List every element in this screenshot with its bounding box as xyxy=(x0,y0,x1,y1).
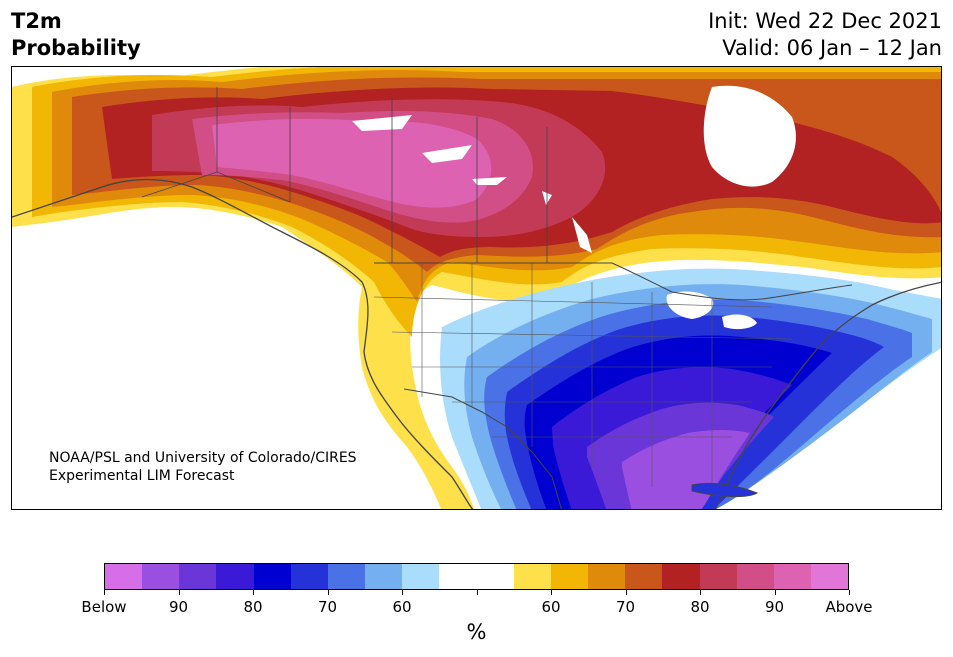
colorbar-segment xyxy=(810,564,849,589)
coastline-east xyxy=(714,281,941,509)
init-date: Init: Wed 22 Dec 2021 xyxy=(708,9,942,33)
colorbar-segment xyxy=(290,564,328,589)
colorbar-segment xyxy=(216,564,254,589)
state-borders xyxy=(373,263,793,497)
colorbar-segment xyxy=(142,564,180,589)
warm-shade-max xyxy=(212,118,492,208)
colorbar-tick xyxy=(626,590,627,595)
hudson-bay xyxy=(703,85,796,187)
colorbar-tick xyxy=(253,590,254,595)
colorbar-segment xyxy=(105,564,143,589)
coastline-west xyxy=(12,178,474,509)
colorbar-segment xyxy=(773,564,811,589)
credit-text: NOAA/PSL and University of Colorado/CIRE… xyxy=(49,449,357,485)
colorbar-tick xyxy=(402,590,403,595)
colorbar-segment xyxy=(588,564,626,589)
forecast-map xyxy=(12,67,941,509)
forecast-dates: Init: Wed 22 Dec 2021 Valid: 06 Jan – 12… xyxy=(708,8,942,62)
credit-line-forecast: Experimental LIM Forecast xyxy=(49,468,235,484)
colorbar-tick-label: 60 xyxy=(541,598,561,616)
colorbar-tick-label: 70 xyxy=(615,598,636,616)
colorbar-tick-label: 70 xyxy=(317,598,338,616)
colorbar-segment xyxy=(179,564,217,589)
colorbar-tick-label: 80 xyxy=(690,598,710,616)
us-mexico-border xyxy=(403,388,562,509)
colorbar-tick-label: 80 xyxy=(243,598,263,616)
colorbar-tick-label: 90 xyxy=(168,598,189,616)
colorbar-tick xyxy=(328,590,329,595)
colorbar-center-tick xyxy=(477,590,478,595)
map-title: T2m Probability xyxy=(11,8,141,62)
colorbar-segment xyxy=(550,564,589,589)
colorbar-segment xyxy=(365,564,403,589)
great-lakes xyxy=(666,291,757,330)
canada-lakes xyxy=(352,115,592,253)
colorbar-segment xyxy=(439,564,477,589)
colorbar-segment xyxy=(625,564,663,589)
valid-range: Valid: 06 Jan – 12 Jan xyxy=(722,36,942,60)
title-line-variable: T2m xyxy=(11,9,62,33)
colorbar-tick xyxy=(104,590,105,595)
colorbar-tick xyxy=(179,590,180,595)
colorbar-segment xyxy=(327,564,366,589)
colorbar xyxy=(104,563,849,590)
colorbar-tick xyxy=(551,590,552,595)
credit-line-institutions: NOAA/PSL and University of Colorado/CIRE… xyxy=(49,450,357,466)
colorbar-tick xyxy=(849,590,850,595)
colorbar-labels: Below 90 80 70 60 60 70 80 90 Above xyxy=(0,598,953,618)
colorbar-segment xyxy=(513,564,551,589)
colorbar-tick xyxy=(775,590,776,595)
colorbar-tick-label: 90 xyxy=(764,598,785,616)
colorbar-tick xyxy=(700,590,701,595)
colorbar-tick-label: 60 xyxy=(392,598,412,616)
colorbar-tick-label: Above xyxy=(825,598,873,616)
colorbar-segment xyxy=(476,564,514,589)
colorbar-segment xyxy=(662,564,700,589)
title-line-type: Probability xyxy=(11,36,141,60)
colorbar-tick-label: Below xyxy=(81,598,127,616)
colorbar-segment xyxy=(699,564,737,589)
cold-shade-below xyxy=(622,430,750,509)
province-borders xyxy=(141,87,548,263)
cuba-island xyxy=(691,482,759,498)
colorbar-ticks xyxy=(0,590,953,596)
colorbar-unit-label: % xyxy=(466,620,487,644)
us-canada-border xyxy=(374,262,853,301)
map-panel xyxy=(11,66,942,510)
colorbar-segment xyxy=(736,564,774,589)
colorbar-segment xyxy=(402,564,440,589)
colorbar-segment xyxy=(253,564,291,589)
